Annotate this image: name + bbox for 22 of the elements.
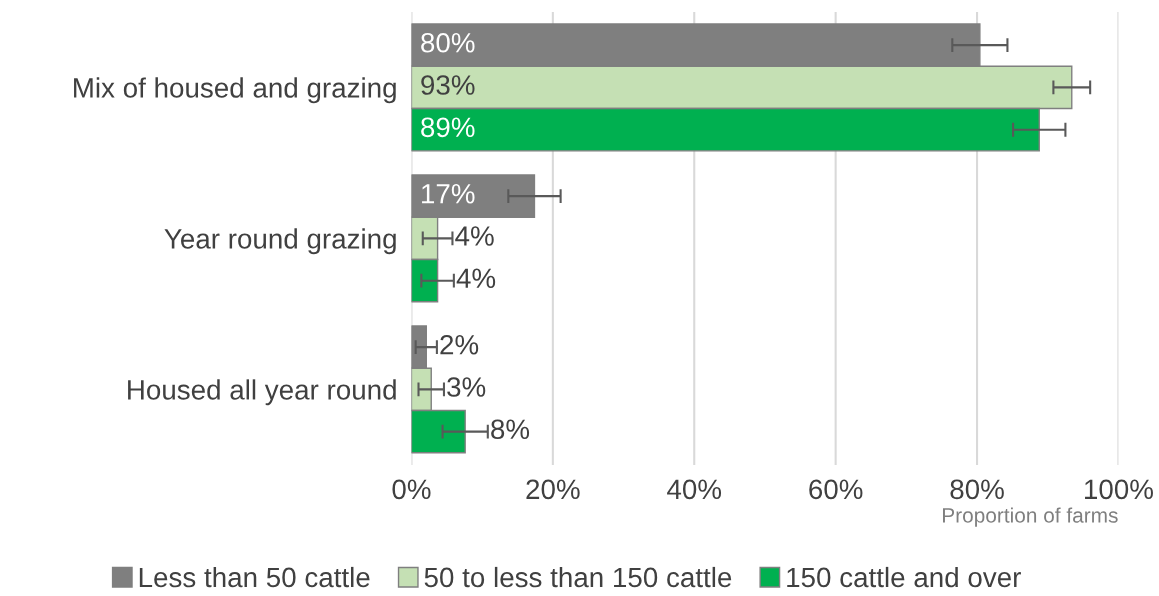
data-label: 3% <box>447 377 486 397</box>
data-label: 4% <box>456 268 496 289</box>
data-label: 17% <box>422 184 475 204</box>
data-label: 2% <box>440 334 479 355</box>
data-label: 4% <box>455 226 494 246</box>
y-tick-label: Mix of housed and grazing <box>74 77 396 104</box>
x-axis-title: Proportion of farms <box>943 507 1118 527</box>
x-tick-label: 40% <box>667 479 722 500</box>
y-tick-label: Year round grazing <box>164 228 396 255</box>
legend-label: 50 to less than 150 cattle <box>424 566 732 588</box>
x-tick-label: 20% <box>526 479 580 500</box>
x-tick-label: 60% <box>809 479 863 500</box>
legend-label: Less than 50 cattle <box>139 566 370 588</box>
legend-label: 150 cattle and over <box>787 566 1021 588</box>
x-tick-label: 80% <box>950 479 1004 500</box>
x-tick-label: 100% <box>1085 479 1153 500</box>
data-label: 89% <box>421 117 475 138</box>
data-label: 93% <box>421 75 475 95</box>
x-tick-label: 0% <box>392 479 431 500</box>
data-label: 8% <box>491 419 530 440</box>
y-tick-label: Housed all year round <box>128 379 396 406</box>
data-label: 80% <box>421 32 475 53</box>
